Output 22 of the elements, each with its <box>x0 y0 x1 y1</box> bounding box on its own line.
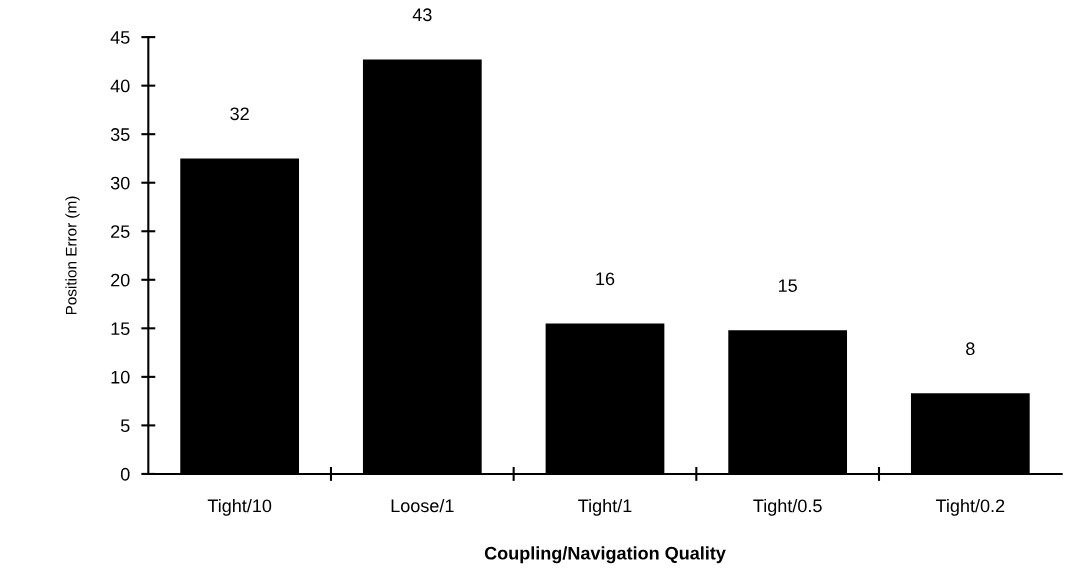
y-axis-title: Position Error (m) <box>65 196 80 315</box>
y-tick-label: 5 <box>120 419 130 433</box>
data-label: 8 <box>966 342 975 356</box>
data-label: 43 <box>412 8 432 22</box>
x-tick-label: Tight/0.2 <box>935 498 1005 516</box>
y-tick-label: 40 <box>110 79 130 93</box>
data-label: 16 <box>596 272 615 286</box>
y-tick-label: 0 <box>120 467 130 481</box>
x-tick-label: Tight/1 <box>578 498 632 516</box>
y-tick-label: 35 <box>110 128 130 141</box>
x-tick-label: Tight/10 <box>207 498 272 516</box>
x-tick-label: Tight/0.5 <box>753 498 822 516</box>
x-tick-label: Loose/1 <box>391 498 454 513</box>
y-tick-label: 30 <box>110 176 130 190</box>
y-tick-label: 45 <box>110 31 130 44</box>
x-axis-title: Coupling/Navigation Quality <box>484 546 726 564</box>
y-tick-label: 10 <box>111 370 130 384</box>
data-label: 32 <box>230 107 249 121</box>
data-label: 15 <box>779 279 797 292</box>
y-tick-label: 15 <box>111 322 130 336</box>
y-tick-label: 25 <box>111 225 130 238</box>
y-tick-label: 20 <box>111 273 130 287</box>
